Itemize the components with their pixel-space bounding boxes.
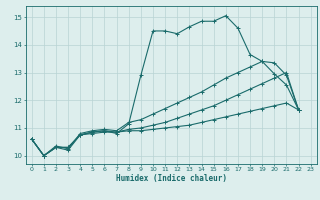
X-axis label: Humidex (Indice chaleur): Humidex (Indice chaleur) bbox=[116, 174, 227, 183]
